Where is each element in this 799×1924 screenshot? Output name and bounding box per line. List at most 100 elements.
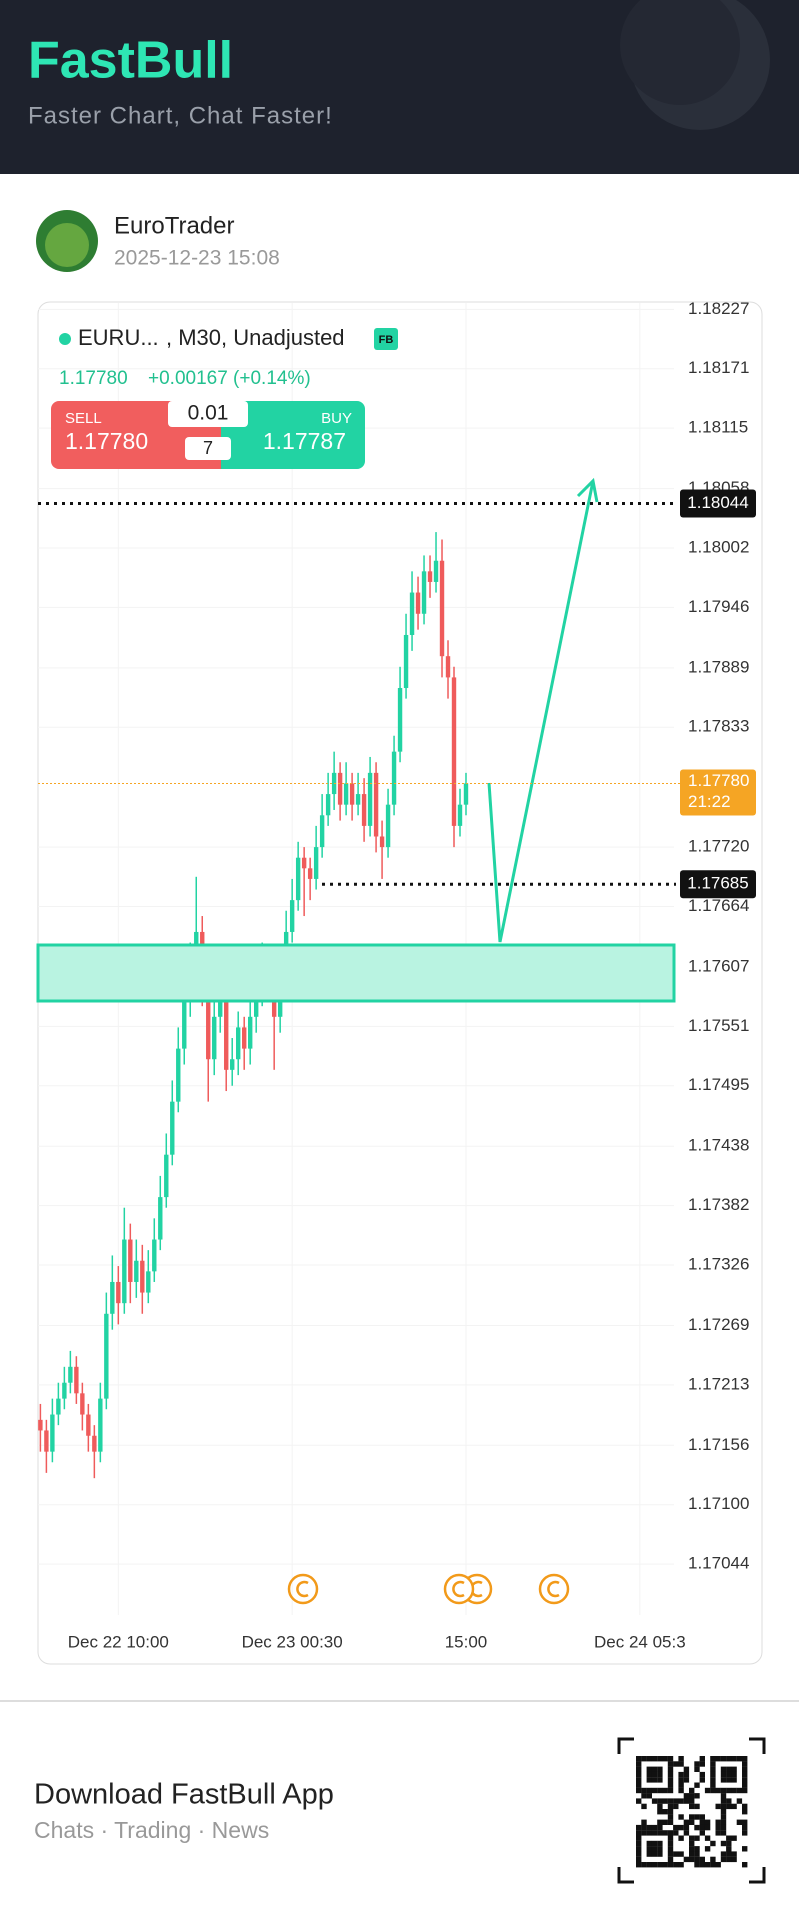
- qr-cell: [657, 1851, 663, 1857]
- lot-input[interactable]: [168, 401, 248, 427]
- qr-cell: [651, 1846, 658, 1852]
- qr-cell: [646, 1756, 652, 1762]
- qr-cell: [720, 1798, 727, 1804]
- qr-cell: [683, 1824, 690, 1831]
- qr-cell: [694, 1846, 700, 1852]
- candle-body: [56, 1398, 61, 1415]
- qr-cell: [736, 1798, 743, 1804]
- spread: 7: [203, 438, 213, 458]
- x-tick-label: Dec 22 10:00: [68, 1632, 169, 1651]
- qr-cell: [704, 1824, 711, 1831]
- candle-body: [212, 1016, 217, 1060]
- qr-cell: [683, 1793, 690, 1799]
- qr-code: [617, 1737, 766, 1884]
- qr-cell: [704, 1835, 711, 1841]
- tagline: Faster Chart, Chat Faster!: [28, 102, 333, 129]
- qr-cell: [641, 1787, 647, 1794]
- qr-cell: [715, 1824, 721, 1831]
- qr-cell: [673, 1761, 679, 1767]
- qr-cell: [673, 1851, 679, 1857]
- qr-cell: [667, 1756, 674, 1762]
- qr-cell: [667, 1835, 674, 1841]
- qr-cell: [641, 1819, 647, 1825]
- qr-cell: [694, 1803, 700, 1810]
- qr-cell: [667, 1777, 674, 1783]
- candle-body: [122, 1239, 127, 1304]
- price-tag-label: 1.18044: [687, 493, 748, 512]
- qr-cell: [651, 1798, 658, 1804]
- qr-cell: [636, 1782, 642, 1788]
- qr-cell: [720, 1803, 727, 1810]
- change: +0.00167 (+0.14%): [148, 368, 311, 389]
- candle-body: [134, 1260, 139, 1282]
- y-tick-label: 1.17720: [688, 837, 749, 856]
- qr-cell: [646, 1851, 652, 1857]
- qr-cell: [657, 1840, 663, 1847]
- qr-cell: [683, 1777, 690, 1783]
- qr-cell: [662, 1862, 668, 1868]
- qr-cell: [720, 1809, 727, 1815]
- qr-cell: [667, 1809, 674, 1815]
- qr-cell: [720, 1830, 727, 1836]
- candle-body: [98, 1398, 103, 1452]
- candle-body: [80, 1393, 85, 1415]
- candle-body: [146, 1271, 151, 1293]
- qr-cell: [715, 1803, 721, 1810]
- qr-cell: [641, 1862, 647, 1868]
- qr-cell: [694, 1824, 700, 1831]
- candle-body: [421, 571, 427, 614]
- qr-cell: [646, 1787, 652, 1794]
- qr-cell: [694, 1851, 700, 1857]
- qr-cell: [731, 1777, 737, 1783]
- current-time: 21:22: [688, 792, 731, 811]
- qr-cell: [710, 1856, 716, 1863]
- qr-cell: [720, 1840, 727, 1847]
- qr-cell: [710, 1782, 716, 1788]
- y-tick-label: 1.17044: [688, 1554, 749, 1573]
- qr-cell: [646, 1824, 652, 1831]
- y-tick-label: 1.18115: [688, 418, 748, 437]
- footer-subtitle: Chats · Trading · News: [34, 1817, 269, 1843]
- y-tick-label: 1.18171: [688, 358, 749, 377]
- candle-body: [92, 1435, 97, 1452]
- qr-cell: [694, 1766, 700, 1772]
- qr-cell: [720, 1814, 727, 1820]
- qr-cell: [636, 1798, 642, 1804]
- qr-cell: [699, 1777, 705, 1783]
- badge: FB: [379, 334, 394, 346]
- qr-cell: [720, 1777, 727, 1783]
- qr-cell: [731, 1766, 737, 1772]
- qr-cell: [689, 1840, 695, 1847]
- candle-body: [176, 1048, 181, 1102]
- qr-cell: [646, 1840, 652, 1847]
- y-tick-label: 1.17833: [688, 717, 749, 736]
- qr-cell: [710, 1761, 716, 1767]
- candle-body: [457, 804, 463, 826]
- qr-cell: [689, 1856, 695, 1863]
- qr-cell: [742, 1782, 748, 1788]
- qr-cell: [710, 1766, 716, 1772]
- qr-cell: [667, 1856, 674, 1863]
- badge-bg: [374, 328, 398, 350]
- qr-cell: [678, 1787, 684, 1794]
- qr-cell: [667, 1798, 674, 1804]
- qr-cell: [726, 1835, 732, 1841]
- qr-cell: [731, 1851, 737, 1857]
- qr-cell: [694, 1761, 700, 1767]
- qr-cell: [636, 1840, 642, 1847]
- candle-body: [313, 847, 319, 879]
- post-time: 2025-12-23 15:08: [114, 247, 280, 270]
- candle-body: [427, 571, 433, 582]
- candle-body: [433, 560, 439, 582]
- y-tick-label: 1.18227: [688, 299, 749, 318]
- qr-cell: [667, 1830, 674, 1836]
- qr-cell: [726, 1840, 732, 1847]
- qr-cell: [689, 1819, 695, 1825]
- qr-cell: [646, 1793, 652, 1799]
- qr-cell: [651, 1766, 658, 1772]
- qr-cell: [657, 1824, 663, 1831]
- qr-cell: [689, 1851, 695, 1857]
- candle-body: [349, 783, 355, 805]
- candle-body: [50, 1414, 55, 1452]
- qr-cell: [667, 1851, 674, 1857]
